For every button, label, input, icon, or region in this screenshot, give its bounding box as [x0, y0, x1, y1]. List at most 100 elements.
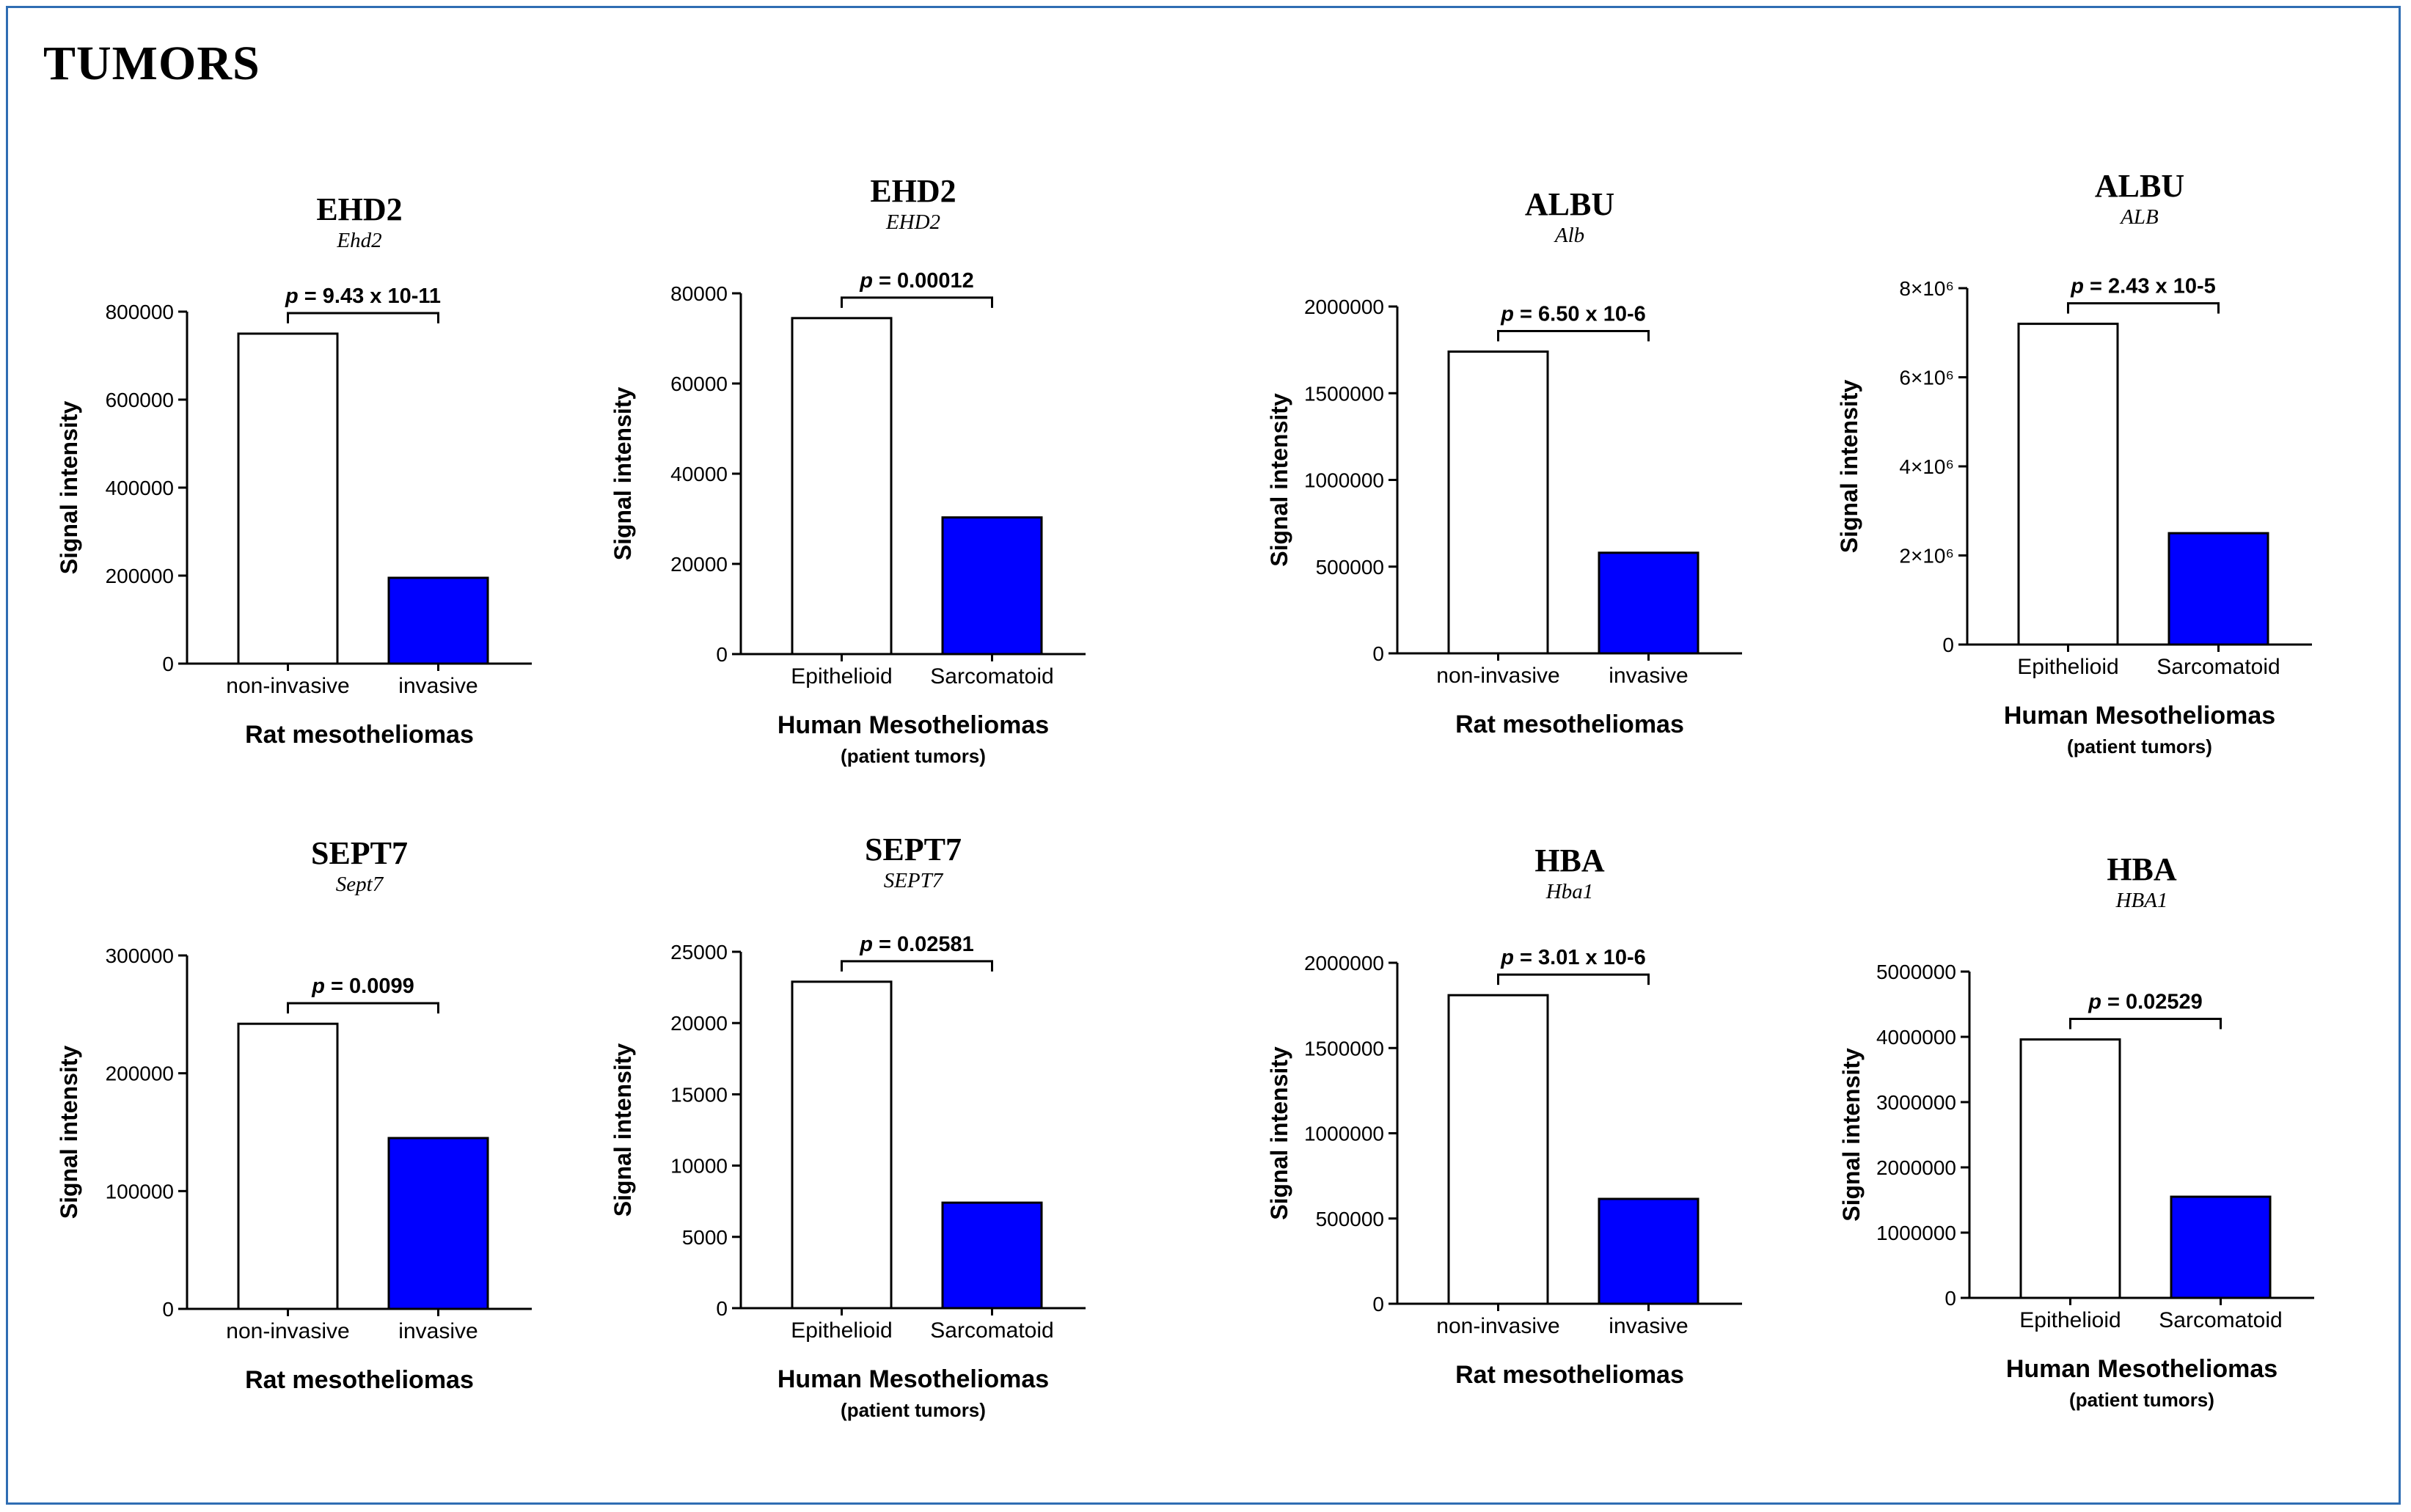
- y-tick-label: 4000000: [1876, 1026, 1956, 1049]
- y-axis-label: Signal intensity: [1836, 380, 1862, 554]
- y-tick-label: 1500000: [1304, 382, 1384, 405]
- y-tick-label: 0: [162, 1298, 174, 1321]
- bar-non-invasive: [1447, 350, 1549, 655]
- bar-epithelioid: [2017, 323, 2119, 646]
- x-tick-label: invasive: [1609, 664, 1688, 688]
- chart-title: EHD2: [870, 173, 956, 209]
- p-value-symbol: p: [285, 285, 299, 308]
- y-tick-label: 5000000: [1876, 961, 1956, 983]
- y-tick-label: 400000: [106, 477, 174, 499]
- chart-title: EHD2: [316, 191, 402, 227]
- y-axis-label: Signal intensity: [1838, 1048, 1865, 1222]
- bar-sarcomatoid: [2170, 1195, 2272, 1299]
- chart-subtitle: Sept7: [336, 873, 384, 896]
- significance-bracket: [287, 312, 439, 323]
- y-tick-label: 1000000: [1876, 1222, 1956, 1244]
- y-tick-label: 10000: [670, 1155, 728, 1178]
- x-tick-label: Sarcomatoid: [930, 1318, 1053, 1343]
- y-tick-label: 200000: [106, 1063, 174, 1085]
- chart-title: ALBU: [1525, 186, 1614, 222]
- p-value-text: = 9.43 x 10-11: [299, 285, 441, 308]
- x-axis-label: Rat mesotheliomas: [1455, 1361, 1684, 1389]
- p-value-label: p = 0.00012: [859, 269, 974, 293]
- x-tick-label: Sarcomatoid: [930, 664, 1053, 689]
- p-value-symbol: p: [311, 975, 325, 998]
- p-value-label: p = 9.43 x 10-11: [285, 285, 441, 308]
- bar-non-invasive: [1447, 994, 1549, 1305]
- x-tick-label: non-invasive: [1436, 664, 1559, 688]
- x-tick-label: Sarcomatoid: [2159, 1308, 2282, 1332]
- x-tick-label: Epithelioid: [2017, 655, 2118, 679]
- x-axis-sublabel: (patient tumors): [2069, 1389, 2214, 1411]
- x-axis-label: Human Mesotheliomas: [2006, 1355, 2278, 1383]
- chart-title: SEPT7: [311, 835, 408, 871]
- chart-subtitle: Hba1: [1545, 880, 1593, 903]
- chart-subtitle: HBA1: [2115, 889, 2168, 912]
- bar-sarcomatoid: [941, 1201, 1043, 1310]
- p-value-text: = 0.00012: [873, 269, 974, 293]
- p-value-symbol: p: [859, 269, 873, 293]
- x-tick-label: non-invasive: [226, 674, 349, 698]
- y-tick-label: 300000: [106, 944, 174, 967]
- p-value-symbol: p: [2070, 275, 2084, 298]
- x-axis-sublabel: (patient tumors): [841, 745, 986, 767]
- x-tick-label: invasive: [1609, 1314, 1688, 1338]
- significance-bracket: [2069, 1018, 2222, 1030]
- significance-bracket: [1497, 329, 1650, 342]
- bar-invasive: [387, 576, 489, 665]
- p-value-label: p = 6.50 x 10-6: [1500, 302, 1646, 326]
- p-value-text: = 2.43 x 10-5: [2084, 275, 2216, 298]
- chart-title: ALBU: [2095, 168, 2184, 204]
- y-tick-label: 60000: [670, 373, 728, 395]
- chart-subtitle: ALB: [2119, 205, 2159, 229]
- significance-bracket: [1497, 973, 1650, 986]
- y-axis-label: Signal intensity: [56, 1046, 82, 1219]
- y-tick-label: 200000: [106, 565, 174, 587]
- y-tick-label: 1000000: [1304, 469, 1384, 492]
- y-axis-label: Signal intensity: [1266, 393, 1292, 567]
- p-value-symbol: p: [1500, 946, 1514, 969]
- chart-subtitle: Ehd2: [336, 229, 381, 252]
- p-value-label: p = 3.01 x 10-6: [1500, 946, 1646, 969]
- y-tick-label: 20000: [670, 553, 728, 576]
- y-tick-label: 40000: [670, 463, 728, 485]
- y-tick-label: 2000000: [1304, 952, 1384, 975]
- y-tick-label: 100000: [106, 1180, 174, 1203]
- bar-invasive: [1598, 551, 1700, 655]
- y-tick-label: 500000: [1316, 556, 1384, 579]
- y-tick-label: 0: [716, 1297, 728, 1320]
- y-axis-label: Signal intensity: [610, 1043, 636, 1217]
- page-title: TUMORS: [43, 37, 260, 90]
- y-axis-label: Signal intensity: [1266, 1046, 1292, 1220]
- x-axis-sublabel: (patient tumors): [841, 1399, 986, 1421]
- bar-epithelioid: [791, 317, 893, 656]
- chart-subtitle: Alb: [1554, 224, 1584, 247]
- y-tick-label: 6×10⁶: [1899, 367, 1954, 389]
- x-tick-label: Sarcomatoid: [2156, 655, 2280, 679]
- y-tick-label: 3000000: [1876, 1091, 1956, 1114]
- x-axis-label: Rat mesotheliomas: [245, 721, 474, 749]
- bar-sarcomatoid: [941, 516, 1043, 656]
- x-axis-label: Rat mesotheliomas: [1455, 711, 1684, 738]
- chart-title: HBA: [1534, 843, 1605, 878]
- bar-epithelioid: [2019, 1038, 2121, 1299]
- y-tick-label: 500000: [1316, 1208, 1384, 1230]
- y-tick-label: 2000000: [1876, 1156, 1956, 1179]
- y-tick-label: 25000: [670, 941, 728, 964]
- significance-bracket: [287, 1002, 439, 1014]
- p-value-label: p = 2.43 x 10-5: [2070, 275, 2216, 298]
- x-axis-label: Human Mesotheliomas: [778, 711, 1049, 739]
- x-tick-label: invasive: [398, 1319, 478, 1343]
- p-value-text: = 0.0099: [325, 975, 414, 998]
- y-tick-label: 1000000: [1304, 1123, 1384, 1145]
- p-value-text: = 0.02581: [873, 933, 974, 956]
- p-value-symbol: p: [859, 933, 873, 956]
- bar-sarcomatoid: [2167, 532, 2269, 646]
